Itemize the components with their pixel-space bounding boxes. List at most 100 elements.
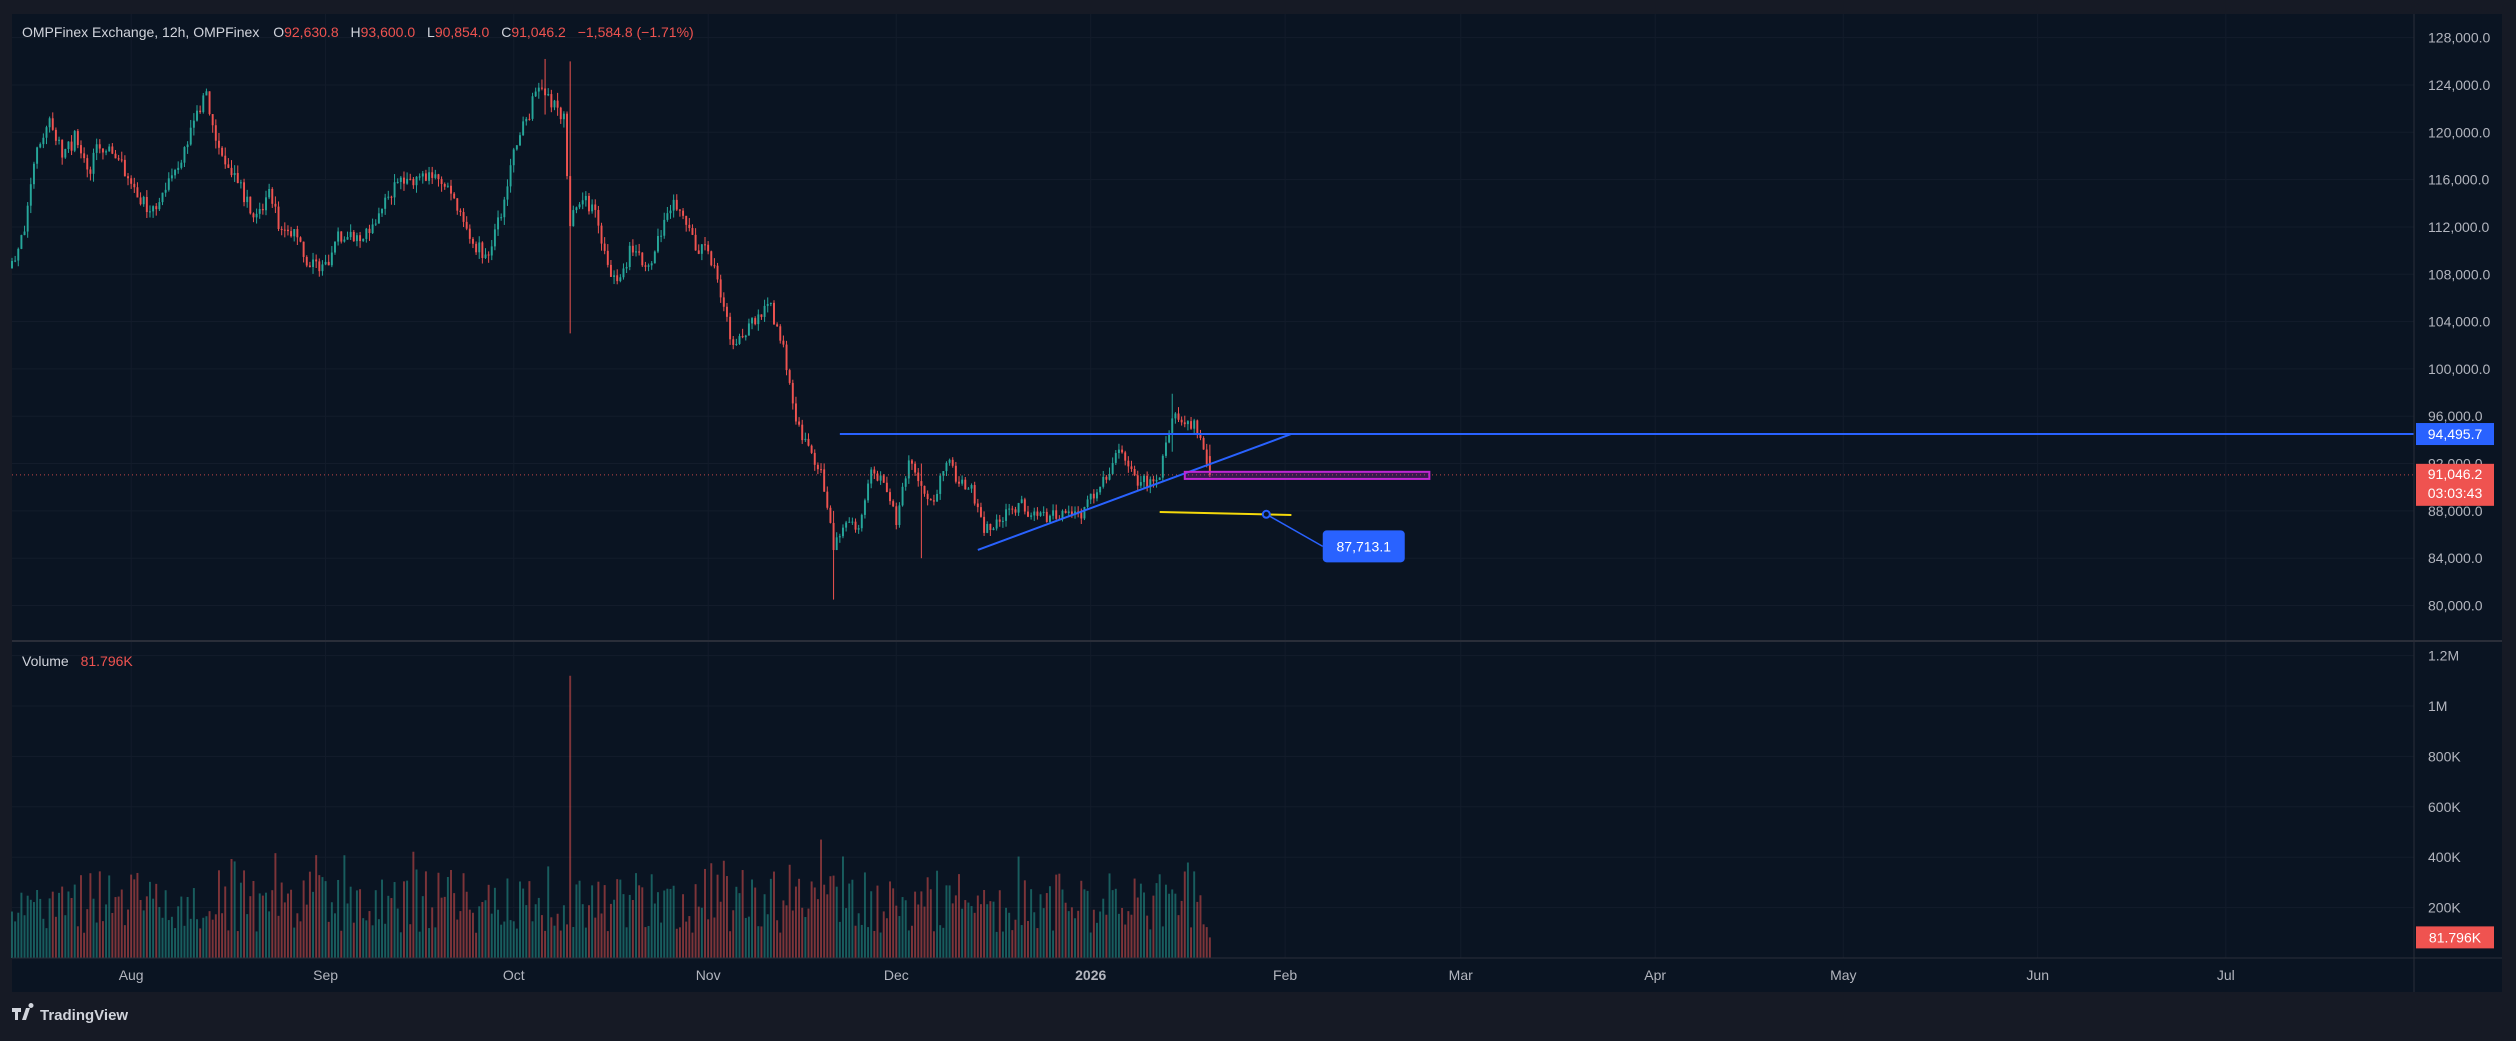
volume-bar[interactable] (305, 904, 308, 958)
volume-bar[interactable] (1102, 898, 1105, 958)
candle-body[interactable] (785, 344, 788, 371)
volume-bar[interactable] (578, 880, 581, 958)
volume-bar[interactable] (321, 877, 324, 958)
candle-body[interactable] (813, 452, 816, 465)
candle-body[interactable] (845, 522, 848, 528)
volume-bar[interactable] (732, 910, 735, 958)
volume-bar[interactable] (368, 911, 371, 958)
price-pane[interactable] (11, 58, 1211, 600)
candle-body[interactable] (835, 537, 838, 551)
volume-bar[interactable] (920, 891, 923, 958)
volume-bar[interactable] (1183, 871, 1186, 958)
candle-body[interactable] (418, 176, 421, 178)
candle-body[interactable] (271, 188, 274, 204)
candle-body[interactable] (1030, 515, 1033, 517)
candle-body[interactable] (189, 127, 192, 145)
volume-bar[interactable] (763, 894, 766, 958)
candle-body[interactable] (964, 479, 967, 490)
volume-bar[interactable] (710, 863, 713, 958)
candle-body[interactable] (691, 228, 694, 235)
candle-body[interactable] (462, 212, 465, 222)
candle-body[interactable] (149, 211, 151, 213)
candle-body[interactable] (917, 472, 920, 482)
volume-bar[interactable] (979, 904, 982, 958)
volume-bar[interactable] (92, 898, 95, 958)
volume-bar[interactable] (199, 928, 202, 958)
candle-body[interactable] (998, 519, 1001, 522)
candle-body[interactable] (1083, 506, 1086, 519)
volume-bar[interactable] (308, 871, 311, 958)
candle-body[interactable] (747, 323, 750, 336)
volume-bar[interactable] (428, 928, 431, 958)
volume-bar[interactable] (196, 919, 198, 958)
candle-body[interactable] (45, 127, 48, 138)
volume-bar[interactable] (1011, 930, 1014, 958)
candle-body[interactable] (757, 314, 760, 325)
candle-body[interactable] (540, 87, 543, 89)
volume-bar[interactable] (650, 874, 653, 958)
volume-bar[interactable] (286, 893, 289, 958)
volume-bar[interactable] (101, 921, 104, 958)
volume-bar[interactable] (117, 896, 120, 958)
volume-bar[interactable] (471, 912, 474, 958)
candle-body[interactable] (11, 260, 13, 269)
volume-bar[interactable] (45, 928, 48, 958)
volume-bar[interactable] (635, 873, 637, 958)
volume-bar[interactable] (660, 922, 663, 958)
volume-value-label[interactable] (2416, 926, 2494, 949)
candle-body[interactable] (666, 213, 669, 220)
volume-bar[interactable] (246, 914, 249, 958)
candle-body[interactable] (1067, 511, 1070, 514)
volume-bar[interactable] (572, 927, 575, 958)
candle-body[interactable] (277, 206, 280, 229)
candle-body[interactable] (108, 146, 111, 152)
volume-legend[interactable]: Volume 81.796K (22, 653, 133, 669)
volume-bar[interactable] (1205, 927, 1208, 958)
volume-bar[interactable] (958, 874, 960, 958)
volume-bar[interactable] (337, 879, 340, 958)
volume-bar[interactable] (688, 916, 691, 958)
candle-body[interactable] (1111, 462, 1114, 474)
volume-bar[interactable] (465, 891, 468, 958)
candle-body[interactable] (889, 492, 891, 502)
candle-body[interactable] (1045, 511, 1048, 522)
candle-body[interactable] (863, 500, 866, 515)
candle-body[interactable] (678, 209, 681, 211)
volume-bar[interactable] (32, 902, 35, 958)
callout-anchor[interactable] (1261, 509, 1271, 519)
candle-body[interactable] (983, 516, 986, 533)
volume-bar[interactable] (374, 890, 377, 958)
candle-body[interactable] (381, 208, 383, 214)
volume-bar[interactable] (1130, 914, 1133, 958)
candle-body[interactable] (631, 245, 634, 253)
volume-bar[interactable] (130, 874, 133, 958)
volume-bar[interactable] (845, 908, 848, 958)
candle-body[interactable] (660, 235, 663, 237)
candle-body[interactable] (826, 491, 829, 508)
candle-body[interactable] (58, 139, 61, 141)
volume-bar[interactable] (296, 913, 299, 958)
volume-bar[interactable] (562, 905, 565, 958)
candle-body[interactable] (233, 173, 236, 176)
candle-body[interactable] (544, 88, 547, 96)
candle-body[interactable] (421, 173, 424, 177)
volume-bar[interactable] (387, 895, 390, 958)
candle-body[interactable] (29, 184, 32, 206)
volume-bar[interactable] (51, 891, 54, 958)
volume-bar[interactable] (820, 839, 823, 958)
volume-bar[interactable] (1030, 889, 1033, 958)
volume-bar[interactable] (208, 911, 211, 958)
volume-bar[interactable] (1089, 932, 1092, 958)
volume-bar[interactable] (986, 904, 989, 958)
volume-bar[interactable] (415, 869, 418, 958)
volume-bar[interactable] (302, 880, 305, 958)
candle-body[interactable] (926, 493, 929, 500)
candle-body[interactable] (923, 485, 926, 494)
volume-bar[interactable] (556, 913, 559, 958)
volume-bar[interactable] (352, 922, 355, 958)
candle-body[interactable] (1055, 510, 1058, 519)
volume-bar[interactable] (23, 915, 26, 958)
candle-body[interactable] (170, 175, 173, 179)
candle-body[interactable] (820, 469, 823, 471)
volume-bar[interactable] (1164, 884, 1167, 958)
